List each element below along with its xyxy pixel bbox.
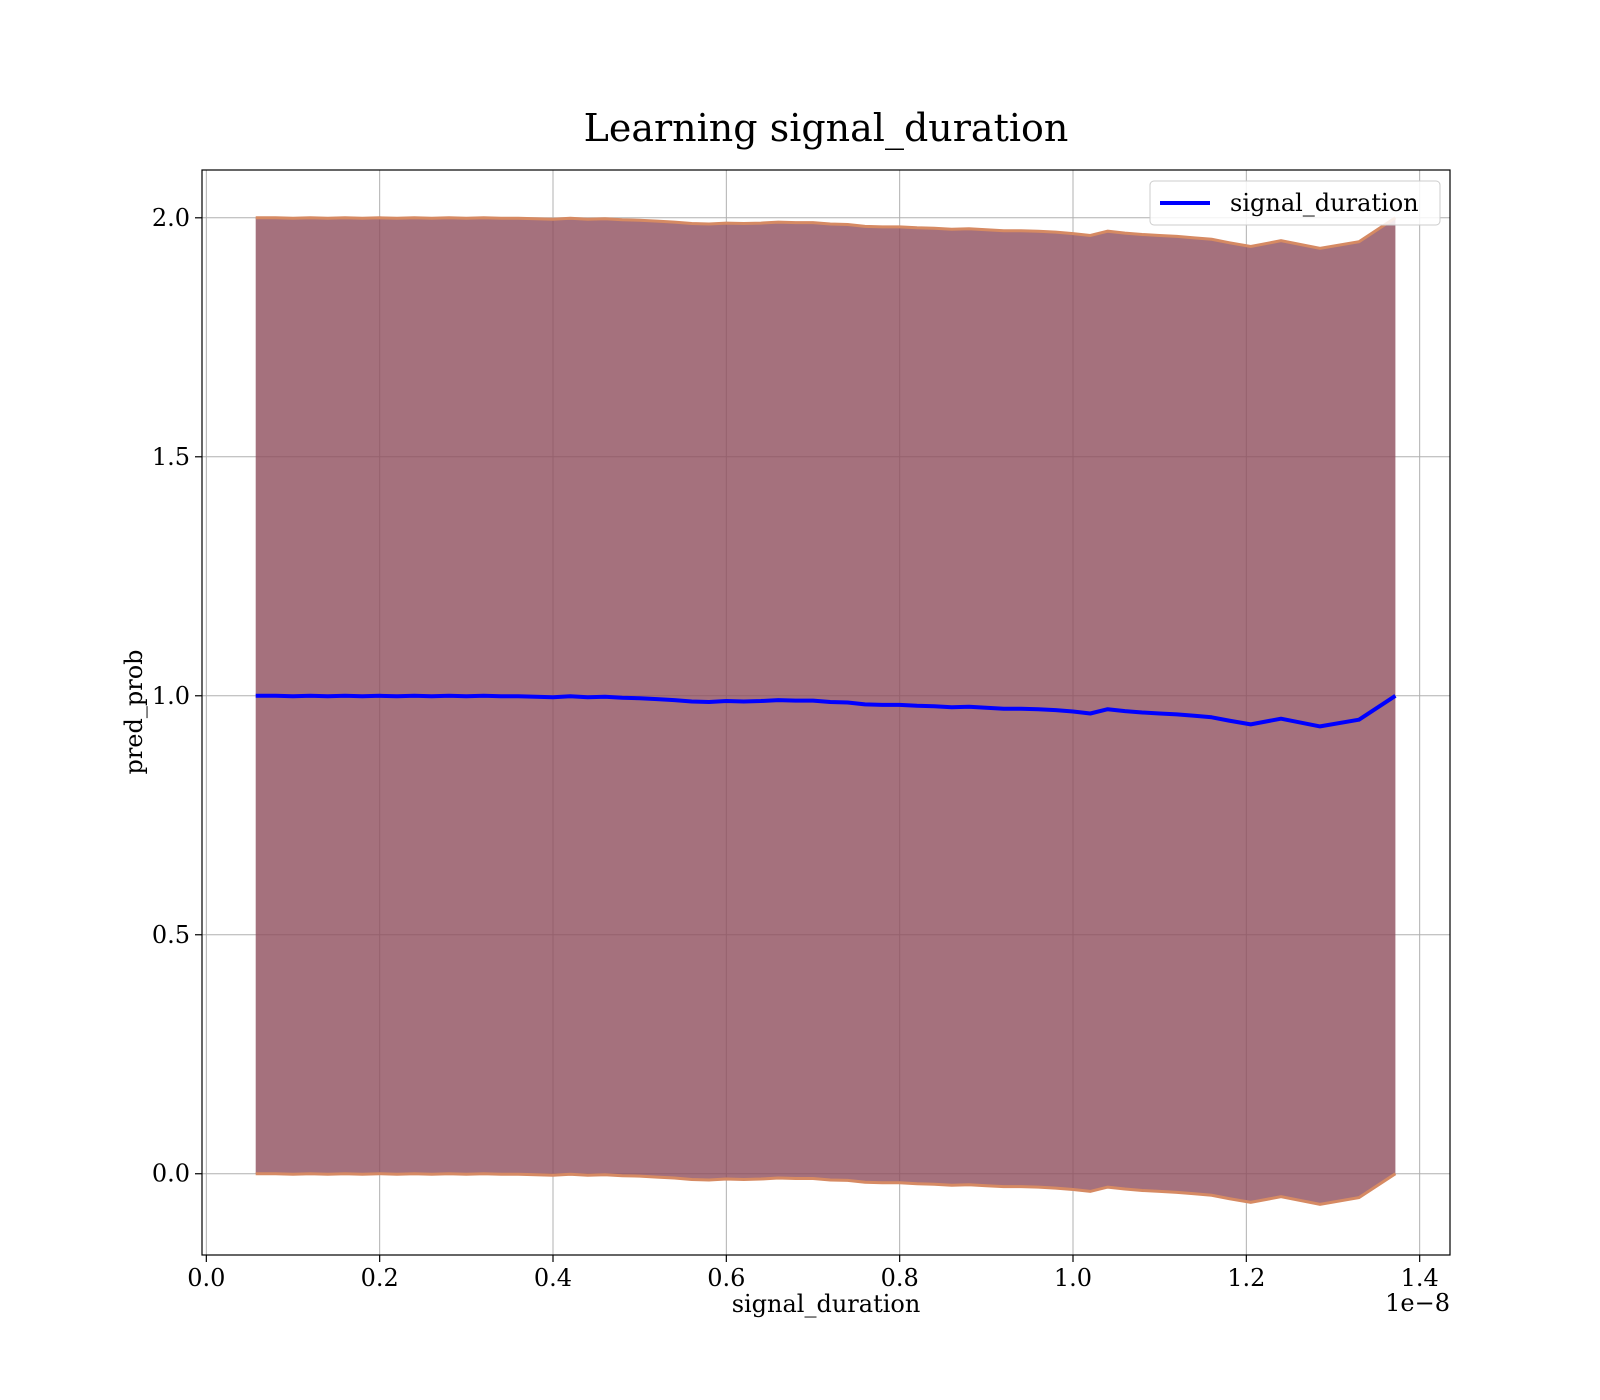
series-lines bbox=[255, 693, 1397, 729]
legend-box bbox=[1149, 180, 1441, 226]
y-tick-label: 0.0 bbox=[152, 1160, 190, 1188]
x-tick-label: 0.6 bbox=[707, 1264, 745, 1292]
x-tick-label: 0.8 bbox=[881, 1264, 919, 1292]
x-tick-label: 1.4 bbox=[1401, 1264, 1439, 1292]
chart-title: Learning signal_duration bbox=[584, 106, 1069, 151]
axes-frame bbox=[201, 169, 1451, 1256]
legend: signal_duration bbox=[1149, 180, 1441, 226]
y-axis-ticks: 0.0 0.5 1.0 1.5 2.0 bbox=[152, 204, 202, 1188]
x-tick-label: 0.2 bbox=[361, 1264, 399, 1292]
x-tick-label: 0.4 bbox=[534, 1264, 572, 1292]
y-tick-label: 2.0 bbox=[152, 204, 190, 232]
plot-area bbox=[201, 169, 1451, 1256]
x-axis-ticks: 0.0 0.2 0.4 0.6 0.8 1.0 1.2 1.4 bbox=[187, 1255, 1439, 1292]
confidence-band bbox=[255, 216, 1397, 1206]
y-tick-label: 1.0 bbox=[152, 682, 190, 710]
y-tick-label: 0.5 bbox=[152, 921, 190, 949]
legend-label: signal_duration bbox=[1230, 189, 1419, 217]
band-lower-edge bbox=[255, 1172, 1397, 1206]
x-tick-label: 1.0 bbox=[1054, 1264, 1092, 1292]
y-tick-label: 1.5 bbox=[152, 443, 190, 471]
x-axis-label: signal_duration bbox=[732, 1290, 921, 1318]
confidence-band-area bbox=[255, 217, 1396, 1205]
x-tick-label: 0.0 bbox=[187, 1264, 225, 1292]
x-tick-label: 1.2 bbox=[1227, 1264, 1265, 1292]
y-axis-label: pred_prob bbox=[120, 649, 148, 774]
x-axis-offset-label: 1e−8 bbox=[1385, 1289, 1450, 1317]
band-upper-edge bbox=[255, 216, 1397, 250]
series-line-signal-duration bbox=[255, 693, 1397, 729]
